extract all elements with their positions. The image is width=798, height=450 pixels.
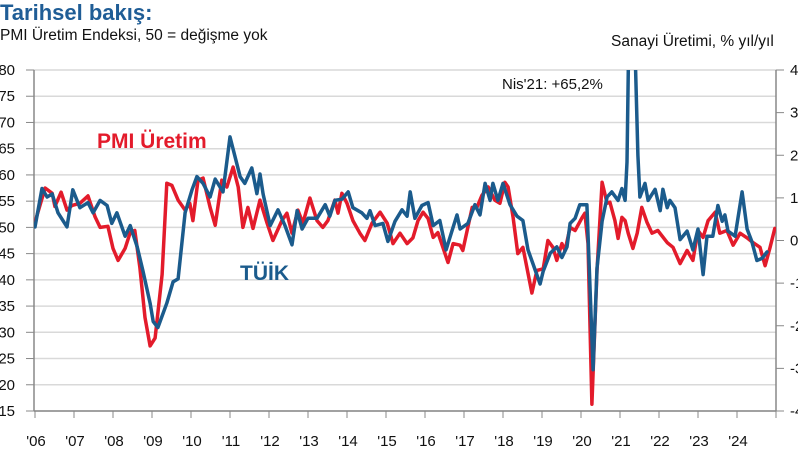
right-axis-tick-label: -20 [790,318,798,335]
left-axis-tick-label: 45 [0,246,15,263]
x-axis-tick-label: '17 [455,433,475,450]
left-axis-tick-label: 20 [0,377,15,394]
tuik-series-line [34,70,769,372]
left-axis-tick-label: 30 [0,324,15,341]
x-axis-tick-label: '13 [299,433,319,450]
left-axis-tick-label: 75 [0,88,15,105]
x-axis-tick-label: '07 [65,433,85,450]
right-axis-tick-label: 20 [790,147,798,164]
x-axis-tick-label: '14 [338,433,358,450]
x-axis-tick-label: '15 [377,433,397,450]
x-axis-tick-label: '11 [222,433,240,450]
left-axis-tick-label: 80 [0,62,15,79]
x-axis-tick-label: '20 [572,433,592,450]
right-axis-tick-label: 10 [790,190,798,207]
peak-annotation: Nis'21: +65,2% [502,76,603,93]
left-axis-tick-label: 35 [0,298,15,315]
left-axis-tick-label: 25 [0,351,15,368]
x-axis-tick-label: '12 [260,433,280,450]
x-axis-tick-label: '18 [494,433,514,450]
right-axis-tick-label: -40 [790,403,798,420]
tuik-series-label: TÜİK [240,262,289,285]
right-axis-tick-label: 0 [790,233,798,250]
x-axis-tick-label: '10 [182,433,202,450]
left-axis-tick-label: 40 [0,272,15,289]
gridlines [34,69,776,412]
left-axis-tick-label: 55 [0,193,15,210]
x-axis-tick-label: '06 [26,433,46,450]
pmi-series-label: PMI Üretim [97,130,207,153]
x-axis-tick-label: '22 [650,433,670,450]
right-axis-tick-label: 40 [790,62,798,79]
x-axis-tick-label: '08 [104,433,124,450]
series-lines [34,70,776,406]
right-axis-tick-label: -30 [790,360,798,377]
left-axis-tick-label: 65 [0,141,15,158]
pmi-series-line [34,165,776,406]
left-axis-title: PMI Üretim Endeksi, 50 = değişme yok [0,27,268,44]
x-axis-tick-label: '16 [416,433,436,450]
chart-title: Tarihsel bakış: [0,0,153,25]
left-axis-tick-label: 60 [0,167,15,184]
x-axis-tick-label: '24 [728,433,748,450]
right-axis-tick-label: -10 [790,275,798,292]
right-axis-tick-label: 30 [790,105,798,122]
x-axis-tick-label: '09 [143,433,163,450]
right-axis-title: Sanayi Üretimi, % yıl/yıl [611,33,774,50]
x-axis-tick-label: '23 [689,433,709,450]
axes: 80 75 70 65 60 55 50 45 40 35 30 25 20 15 40 30 20 10 0 -10… [0,62,798,450]
left-axis-tick-label: 15 [0,403,15,420]
x-axis-tick-label: '21 [611,433,631,450]
left-axis-tick-label: 70 [0,114,15,131]
x-axis-tick-label: '19 [533,433,553,450]
left-axis-tick-label: 50 [0,219,15,236]
